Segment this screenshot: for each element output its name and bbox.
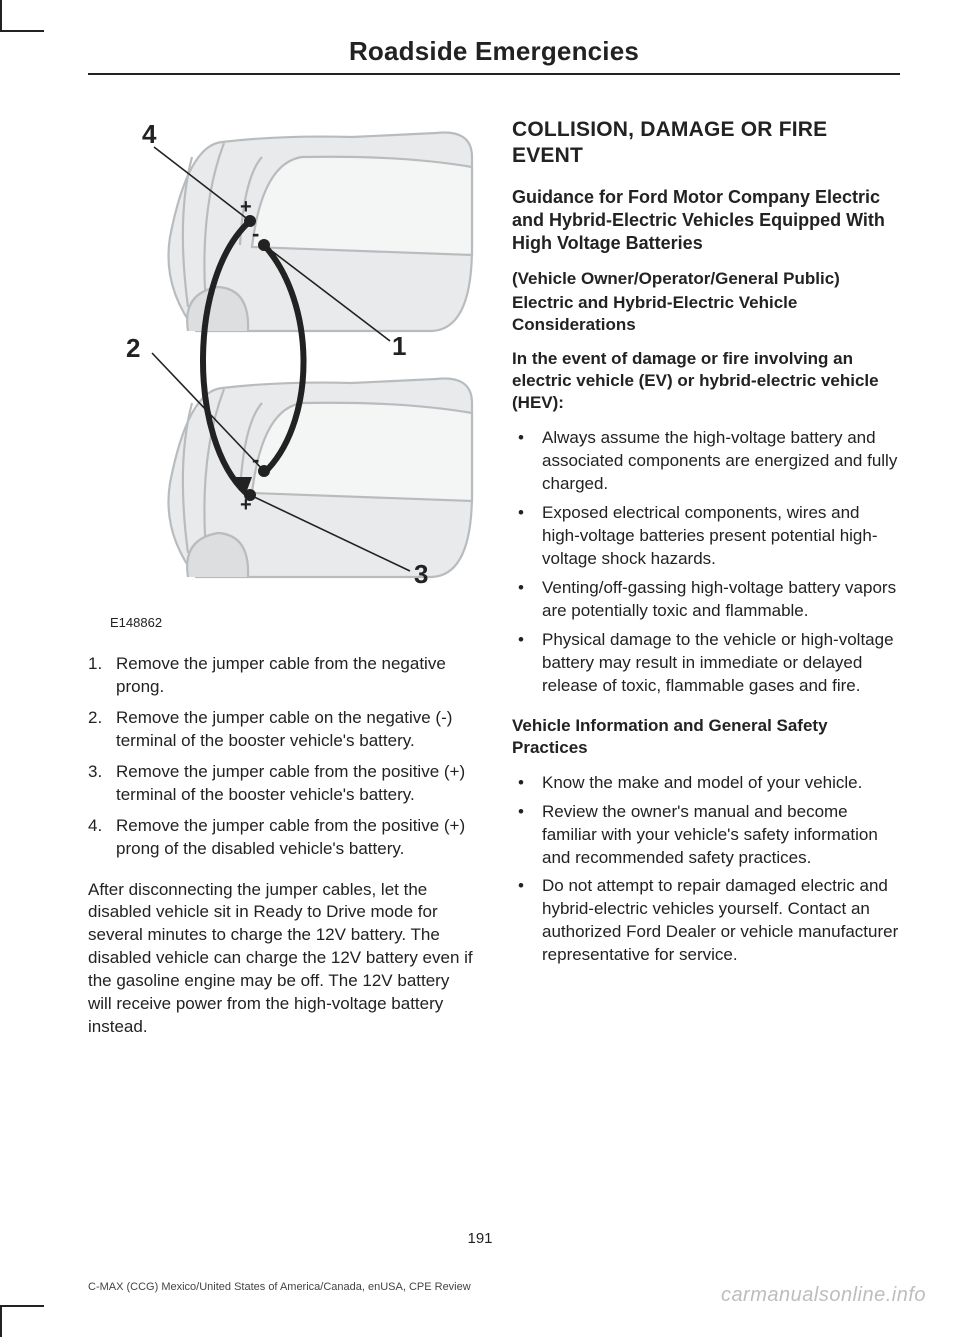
left-column: + - - + <box>88 117 476 1053</box>
section-heading: COLLISION, DAMAGE OR FIRE EVENT <box>512 117 900 170</box>
label-2: 2 <box>126 333 140 363</box>
two-column-layout: + - - + <box>88 117 900 1053</box>
list-item: •Physical damage to the vehicle or high-… <box>512 626 900 701</box>
list-item: •Know the make and model of your vehicle… <box>512 769 900 798</box>
safety-bullets: •Know the make and model of your vehicle… <box>512 769 900 971</box>
svg-text:+: + <box>240 494 252 516</box>
list-item: 4.Remove the jumper cable from the posit… <box>88 811 476 865</box>
bullet-text: Exposed electrical components, wires and… <box>542 502 900 571</box>
chapter-title: Roadside Emergencies <box>88 36 900 67</box>
page-number: 191 <box>0 1230 960 1247</box>
right-column: COLLISION, DAMAGE OR FIRE EVENT Guidance… <box>512 117 900 1053</box>
step-text: Remove the jumper cable from the positiv… <box>116 815 476 861</box>
considerations-heading: Electric and Hybrid-Electric Vehicle Con… <box>512 292 900 336</box>
step-text: Remove the jumper cable on the negative … <box>116 707 476 753</box>
bullet-text: Know the make and model of your vehicle. <box>542 772 862 795</box>
figure-code: E148862 <box>110 615 162 630</box>
guidance-heading: Guidance for Ford Motor Company Electric… <box>512 186 900 256</box>
step-text: Remove the jumper cable from the negativ… <box>116 653 476 699</box>
bullet-text: Venting/off-gassing high-voltage battery… <box>542 577 900 623</box>
list-item: 3.Remove the jumper cable from the posit… <box>88 757 476 811</box>
list-item: •Do not attempt to repair damaged electr… <box>512 872 900 970</box>
label-1: 1 <box>392 331 406 361</box>
list-item: •Exposed electrical components, wires an… <box>512 499 900 574</box>
label-4: 4 <box>142 119 157 149</box>
list-item: 2.Remove the jumper cable on the negativ… <box>88 703 476 757</box>
after-disconnect-para: After disconnecting the jumper cables, l… <box>88 879 476 1040</box>
bullet-text: Physical damage to the vehicle or high-v… <box>542 629 900 698</box>
list-item: •Venting/off-gassing high-voltage batter… <box>512 574 900 626</box>
title-divider <box>88 73 900 75</box>
safety-heading: Vehicle Information and General Safety P… <box>512 715 900 759</box>
hazard-bullets: •Always assume the high-voltage battery … <box>512 424 900 700</box>
list-item: •Review the owner's manual and become fa… <box>512 798 900 873</box>
footer-text: C-MAX (CCG) Mexico/United States of Amer… <box>88 1281 471 1293</box>
bullet-text: Always assume the high-voltage battery a… <box>542 427 900 496</box>
event-heading: In the event of damage or fire involving… <box>512 348 900 414</box>
page-content: Roadside Emergencies <box>0 0 960 1053</box>
bullet-text: Do not attempt to repair damaged electri… <box>542 875 900 967</box>
bullet-text: Review the owner's manual and become fam… <box>542 801 900 870</box>
removal-steps: 1.Remove the jumper cable from the negat… <box>88 649 476 865</box>
step-text: Remove the jumper cable from the positiv… <box>116 761 476 807</box>
crop-mark-top <box>0 0 44 32</box>
audience-heading: (Vehicle Owner/Operator/General Public) <box>512 268 900 290</box>
crop-mark-bottom <box>0 1305 44 1337</box>
watermark: carmanualsonline.info <box>721 1284 926 1307</box>
jumper-cable-diagram: + - - + <box>88 117 476 637</box>
label-3: 3 <box>414 559 428 589</box>
minus-symbol: - <box>252 221 259 246</box>
list-item: 1.Remove the jumper cable from the negat… <box>88 649 476 703</box>
list-item: •Always assume the high-voltage battery … <box>512 424 900 499</box>
